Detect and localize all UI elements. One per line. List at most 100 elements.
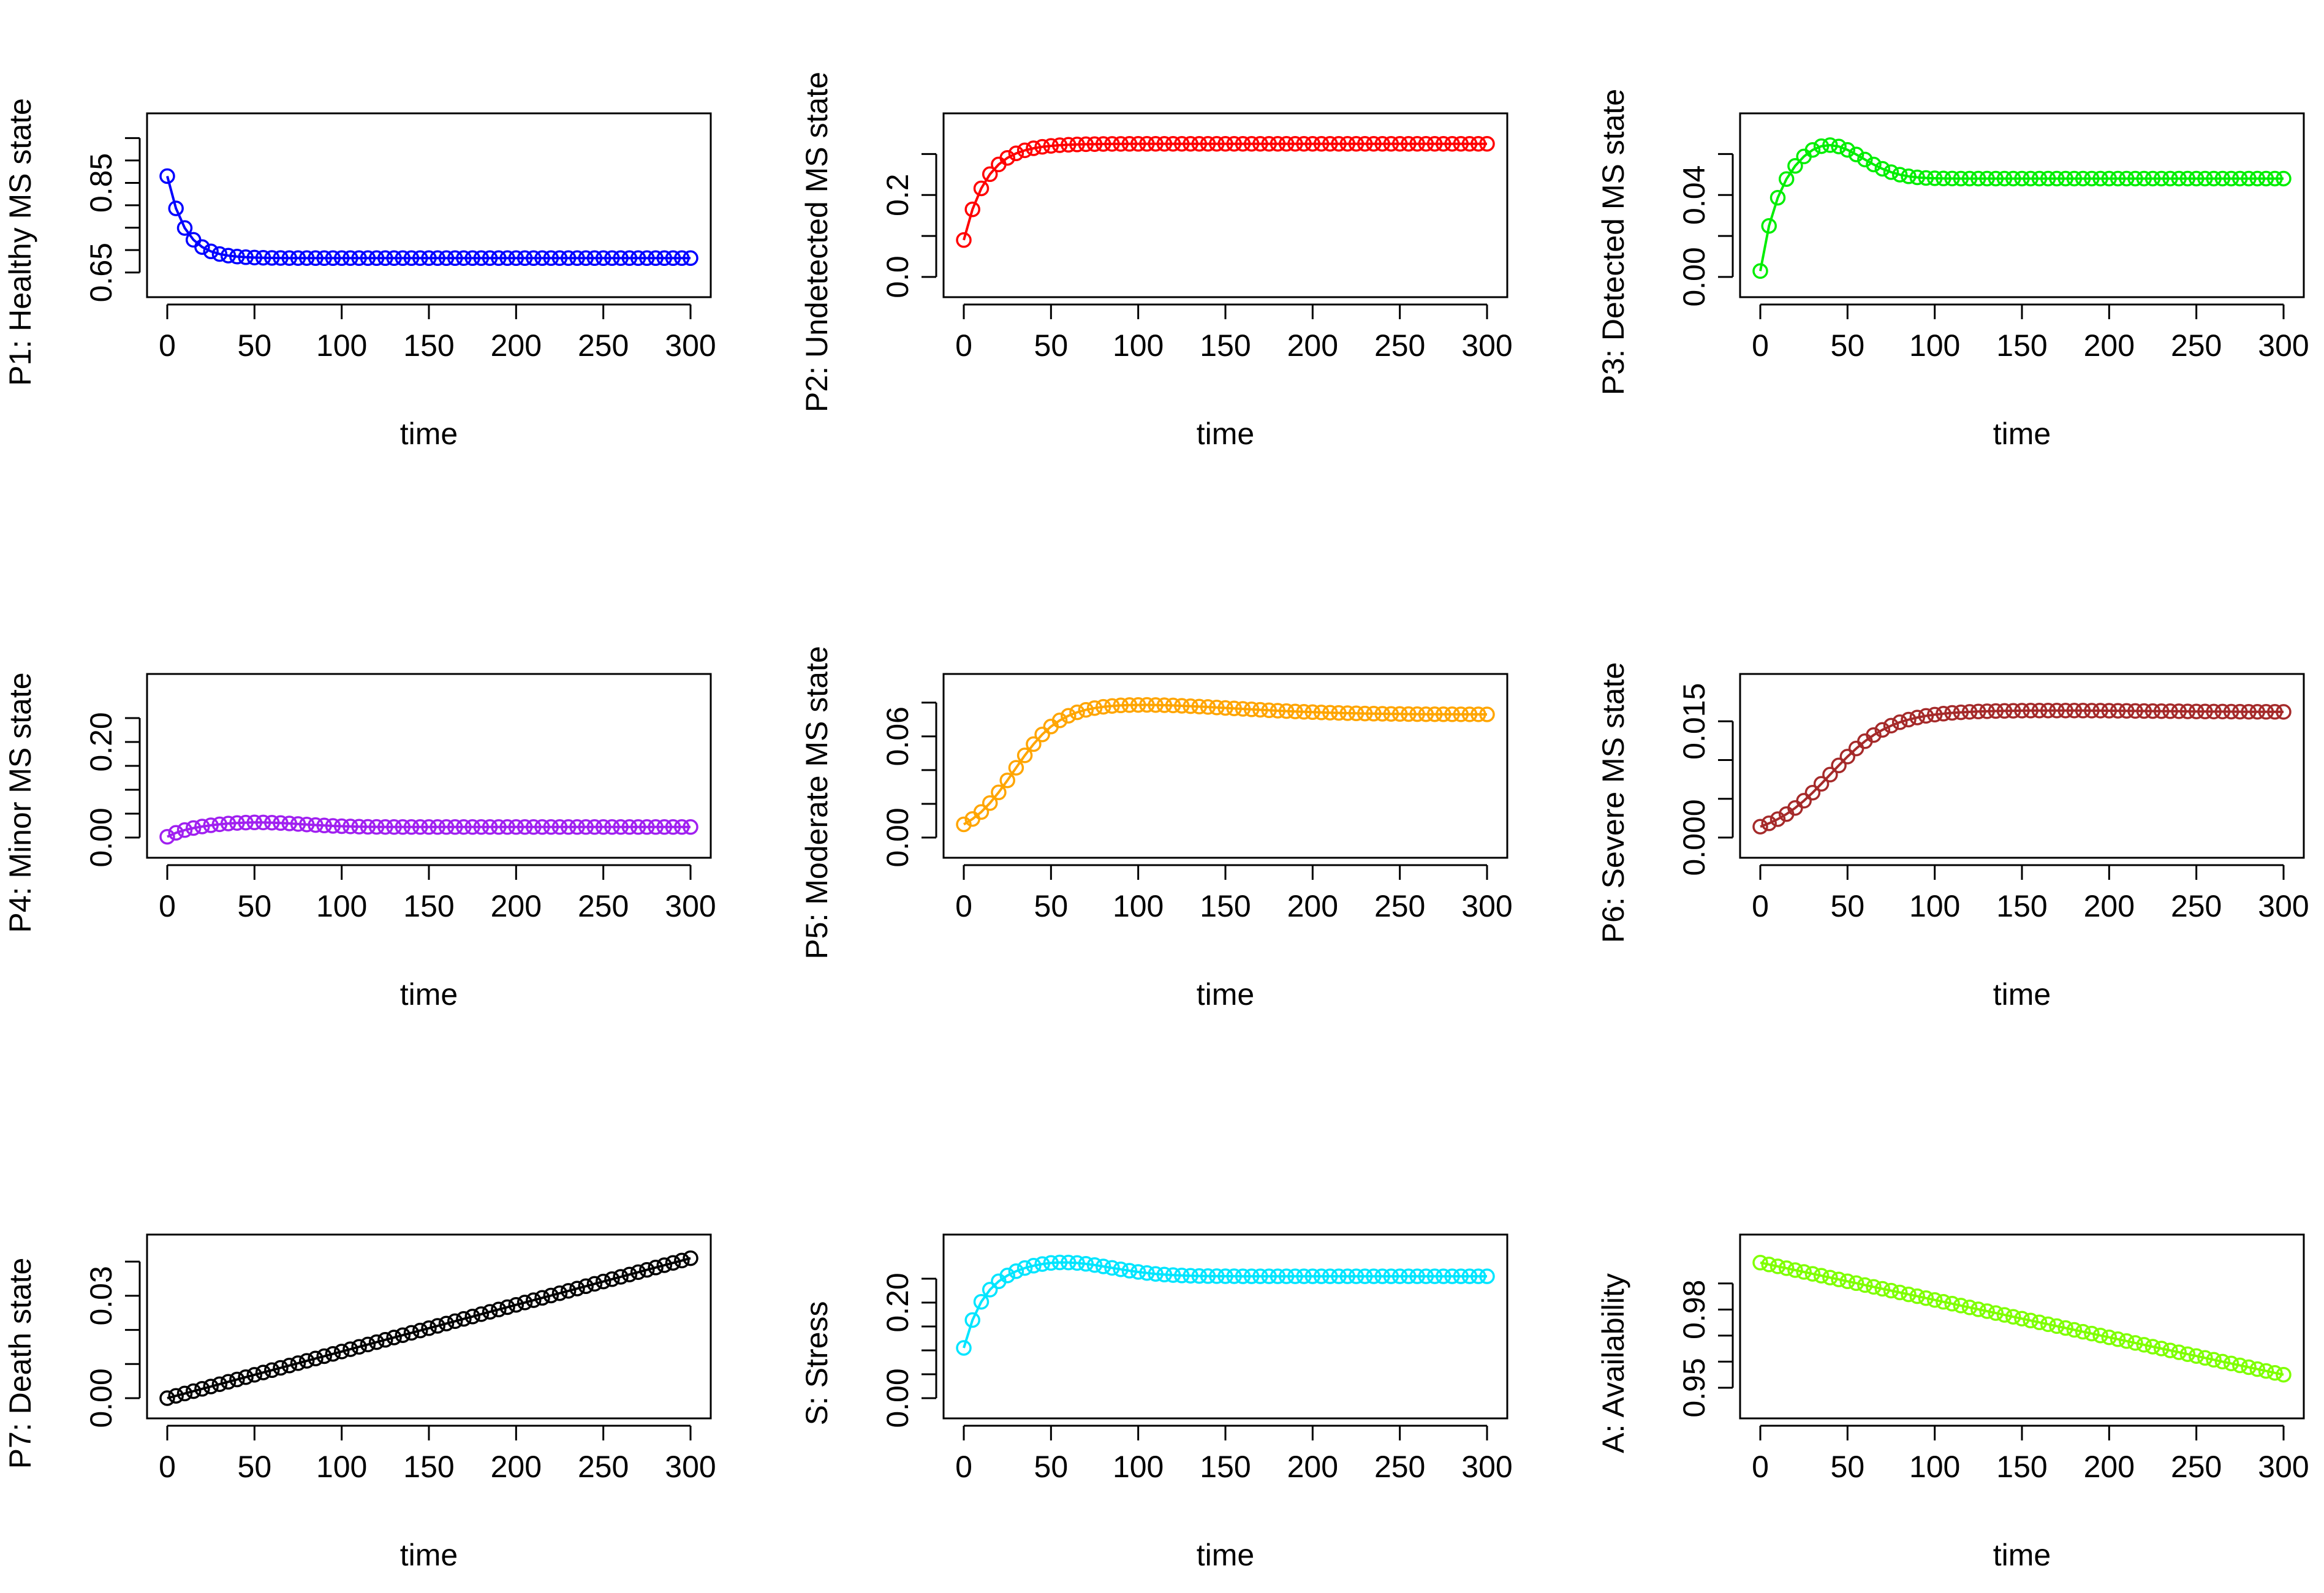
x-tick-label: 250 <box>578 328 629 363</box>
data-point <box>185 1383 202 1399</box>
data-point <box>1078 702 1094 718</box>
data-point <box>534 1290 550 1306</box>
plot-frame <box>1739 112 2305 298</box>
data-point <box>674 1252 690 1269</box>
data-point <box>2144 703 2161 719</box>
data-point <box>1270 1268 1286 1284</box>
data-point <box>2092 1327 2108 1344</box>
data-point <box>2119 1333 2135 1349</box>
x-axis-label: time <box>1197 977 1254 1012</box>
data-point <box>1078 1256 1094 1272</box>
data-point <box>1226 1268 1242 1284</box>
data-point <box>1200 699 1216 715</box>
x-tick-label: 250 <box>1374 1450 1425 1484</box>
y-tick-label: 0.03 <box>84 1266 118 1325</box>
data-point <box>1304 135 1321 152</box>
data-point <box>220 815 237 831</box>
data-point <box>1909 169 1925 186</box>
x-tick-label: 250 <box>2171 889 2222 923</box>
data-point <box>1453 135 1469 152</box>
data-point <box>526 1292 542 1308</box>
data-point <box>2223 1355 2239 1372</box>
data-point <box>534 250 550 267</box>
data-point <box>1217 135 1233 152</box>
data-point <box>395 250 411 267</box>
data-point <box>1936 706 1951 722</box>
data-point <box>1883 717 1899 734</box>
data-point <box>264 250 280 266</box>
data-point <box>1374 135 1390 152</box>
data-point <box>1891 1284 1908 1301</box>
data-point <box>220 248 237 263</box>
data-point <box>1961 704 1978 720</box>
data-point <box>1787 158 1803 174</box>
data-point <box>2258 1363 2274 1379</box>
data-point <box>1148 697 1164 713</box>
data-point <box>2057 702 2073 719</box>
x-axis-label: time <box>1993 977 2051 1012</box>
data-point <box>1401 1268 1417 1284</box>
x-tick-label: 300 <box>2258 889 2309 923</box>
data-point <box>999 772 1015 789</box>
data-point <box>1461 706 1478 722</box>
y-tick-label: 0.00 <box>84 808 118 867</box>
data-point <box>1996 1307 2013 1323</box>
data-point <box>316 250 332 267</box>
data-point <box>1444 1268 1460 1284</box>
data-point <box>1278 1268 1295 1284</box>
data-point <box>2267 704 2283 720</box>
x-tick-label: 250 <box>578 889 629 923</box>
data-point <box>1026 736 1042 752</box>
data-point <box>1357 135 1373 152</box>
data-point <box>508 1296 524 1313</box>
data-point <box>2127 703 2143 719</box>
series-line <box>166 175 691 260</box>
data-point <box>2119 170 2135 187</box>
data-point <box>2110 1331 2126 1347</box>
data-point <box>1470 706 1486 722</box>
data-point <box>2014 703 2030 719</box>
data-point <box>560 819 577 835</box>
data-point <box>1444 706 1460 722</box>
data-point <box>1891 167 1908 183</box>
data-point <box>447 819 463 835</box>
data-point <box>377 819 393 835</box>
y-tick-label: 0.95 <box>1677 1358 1711 1417</box>
data-point <box>973 804 990 820</box>
x-axis-label: time <box>1993 1538 2051 1572</box>
x-tick-label: 50 <box>238 1450 272 1484</box>
data-point <box>2049 170 2065 187</box>
data-point <box>2153 1341 2170 1357</box>
data-point <box>1008 145 1024 162</box>
x-tick-label: 300 <box>665 328 716 363</box>
data-point <box>1235 701 1251 717</box>
data-point <box>1304 704 1321 721</box>
data-point <box>2223 170 2239 187</box>
data-point <box>1479 135 1495 152</box>
data-point <box>1804 142 1821 158</box>
data-point <box>543 819 559 835</box>
data-point <box>973 1293 990 1310</box>
data-point <box>2075 1323 2091 1340</box>
data-point <box>1479 706 1495 722</box>
chart-panel-3: 0 50 100 150 200 250 300 time 0.00 0.04 P3: Detect… <box>1596 89 2309 451</box>
x-tick-label: 300 <box>1461 1450 1512 1484</box>
data-point <box>2162 703 2178 719</box>
data-point <box>2179 1346 2196 1362</box>
data-point <box>1944 170 1960 187</box>
x-tick-label: 150 <box>1200 328 1251 363</box>
data-point <box>421 1320 437 1336</box>
x-tick-label: 300 <box>2258 328 2309 363</box>
plot-frame <box>146 112 712 298</box>
data-point <box>360 1336 376 1353</box>
x-tick-label: 200 <box>1287 889 1338 923</box>
y-axis-label: P4: Minor MS state <box>3 672 37 933</box>
data-point <box>1078 136 1094 153</box>
x-tick-label: 250 <box>1374 328 1425 363</box>
data-point <box>639 819 655 835</box>
data-point <box>1331 1268 1347 1284</box>
x-axis-label: time <box>400 977 458 1012</box>
data-point <box>1401 706 1417 722</box>
data-point <box>1043 138 1059 154</box>
data-point <box>203 817 219 833</box>
